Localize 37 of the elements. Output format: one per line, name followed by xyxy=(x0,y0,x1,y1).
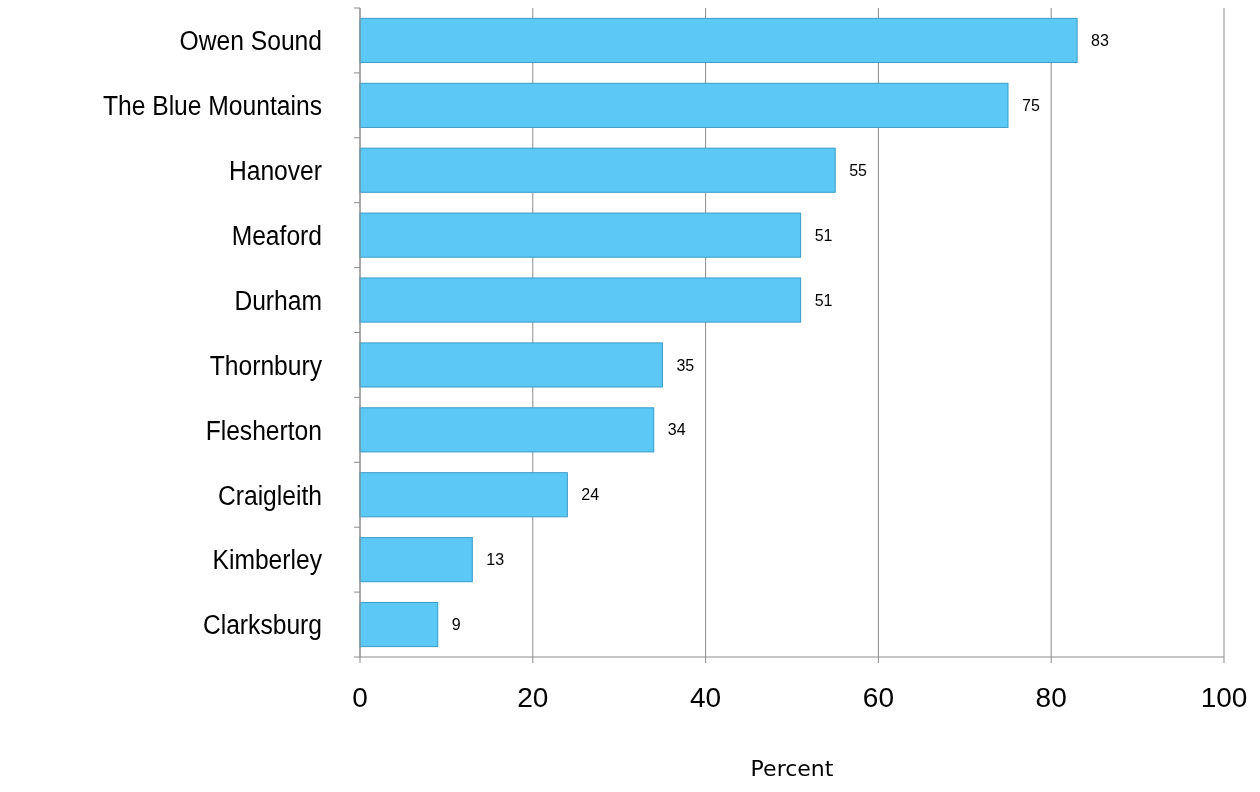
data-label: 9 xyxy=(451,616,461,634)
y-tick-label: Meaford xyxy=(231,219,322,252)
x-tick-label: 20 xyxy=(517,682,549,713)
data-label: 51 xyxy=(814,226,833,244)
bar xyxy=(359,277,802,323)
bar xyxy=(359,17,1078,64)
x-tick-label: 80 xyxy=(1035,682,1067,713)
y-tick-label: Flesherton xyxy=(205,414,322,447)
data-label: 34 xyxy=(667,421,686,439)
data-label: 24 xyxy=(581,486,600,504)
bar xyxy=(359,407,655,453)
x-tick-label: 100 xyxy=(1200,682,1248,713)
y-tick-label: Thornbury xyxy=(209,349,323,382)
bar xyxy=(359,342,663,388)
y-tick-label: Hanover xyxy=(228,154,323,187)
x-tick-label: 40 xyxy=(690,682,722,713)
bar xyxy=(359,537,473,583)
data-label: 35 xyxy=(676,356,695,374)
y-tick-label: Owen Sound xyxy=(179,24,322,57)
bar xyxy=(359,212,802,258)
data-label: 75 xyxy=(1022,96,1040,114)
bar xyxy=(359,147,836,193)
data-label: 55 xyxy=(849,161,868,179)
x-tick-label: 60 xyxy=(862,682,894,713)
y-tick-label: Clarksburg xyxy=(202,608,322,641)
x-tick-label: 0 xyxy=(352,682,368,713)
data-label: 83 xyxy=(1091,32,1110,50)
x-axis-title: Percent xyxy=(750,756,834,781)
bar xyxy=(359,472,568,518)
data-label: 51 xyxy=(814,291,833,309)
bar xyxy=(359,82,1009,128)
y-tick-label: The Blue Mountains xyxy=(102,89,322,122)
bar xyxy=(359,601,439,648)
y-tick-label: Durham xyxy=(234,284,322,317)
data-label: 13 xyxy=(486,551,505,569)
y-tick-label: Craigleith xyxy=(217,479,322,511)
y-tick-label: Kimberley xyxy=(212,543,323,576)
